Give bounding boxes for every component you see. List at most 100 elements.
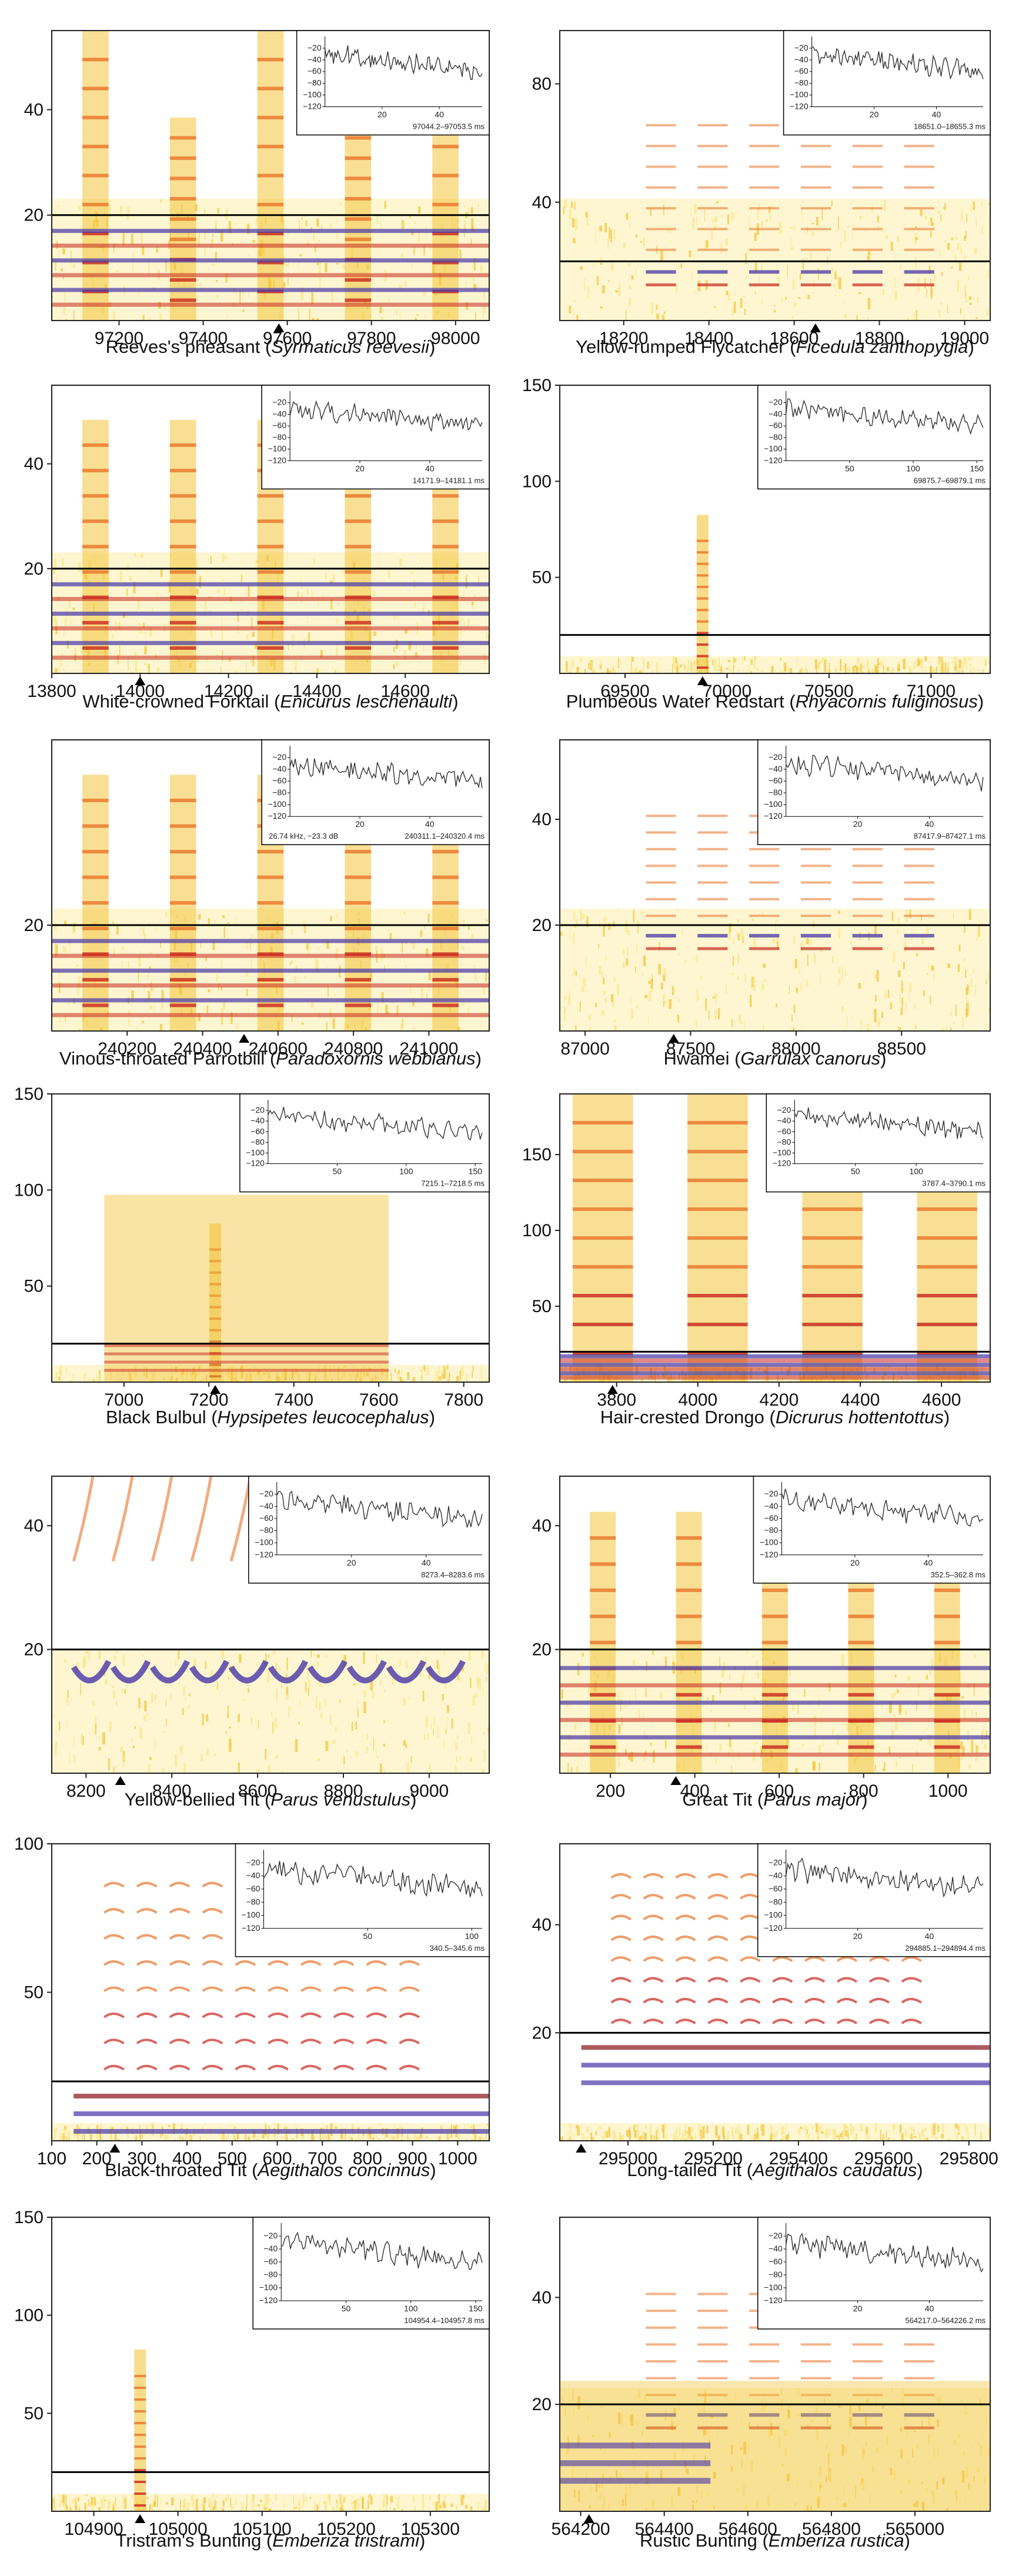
- x-tick-label: 98000: [431, 329, 480, 348]
- inset-x-tick-label: 20: [355, 819, 365, 829]
- spectrogram-image: [560, 1873, 990, 2141]
- inset-y-tick-label: −100: [764, 799, 783, 809]
- inset-y-tick-label: −80: [769, 1897, 783, 1906]
- inset-y-tick-label: −80: [259, 1526, 273, 1535]
- inset-spectrum-line: [786, 2233, 984, 2273]
- x-tick-label: 88500: [877, 1039, 926, 1059]
- inset-x-tick-label: 100: [399, 1167, 413, 1176]
- spectrogram-image: [52, 1881, 489, 2141]
- inset-x-tick-label: 20: [853, 819, 863, 829]
- inset-x-tick-label: 100: [910, 1167, 924, 1176]
- inset-y-tick-label: −40: [272, 764, 286, 773]
- x-tick-label: 295000: [599, 2149, 657, 2168]
- inset-y-tick-label: −20: [308, 43, 322, 52]
- y-tick-label: 50: [532, 1297, 552, 1316]
- inset-x-tick-label: 150: [970, 463, 984, 473]
- inset-y-tick-label: −40: [769, 1871, 783, 1880]
- x-tick-label: 564200: [551, 2520, 610, 2539]
- x-tick-label: 200: [82, 2149, 112, 2168]
- inset-frame: [757, 385, 991, 490]
- y-tick-label: 150: [14, 2208, 44, 2227]
- inset-spectrum-line: [794, 1107, 984, 1139]
- spectrogram-image: [52, 2350, 489, 2511]
- inset-frame: [757, 739, 991, 845]
- x-tick-label: 87000: [560, 1039, 609, 1059]
- inset-y-tick-label: −40: [769, 764, 783, 773]
- inset-y-tick-label: −80: [250, 1137, 265, 1146]
- inset-y-tick-label: −80: [777, 1137, 791, 1146]
- inset-frame: [757, 2217, 991, 2330]
- inset-y-tick-label: −60: [769, 776, 783, 785]
- inset-y-tick-label: −40: [259, 1501, 273, 1510]
- inset-x-tick-label: 50: [333, 1167, 342, 1176]
- inset-y-tick-label: −120: [764, 2295, 783, 2305]
- inset-spectrum-line: [289, 400, 483, 432]
- inset-frame: [252, 2217, 490, 2330]
- x-tick-label: 18200: [599, 329, 648, 348]
- inset-y-tick-label: −60: [769, 1884, 783, 1893]
- panel-caption: Yellow-rumped Flycatcher (Ficedula zanth…: [576, 336, 974, 357]
- inset-y-tick-label: −120: [255, 1550, 273, 1559]
- inset-y-tick-label: −80: [246, 1897, 260, 1906]
- inset-y-tick-label: −40: [769, 2244, 783, 2253]
- inset-y-tick-label: −20: [272, 752, 286, 762]
- x-tick-label: 295200: [684, 2149, 743, 2168]
- x-tick-label: 105100: [233, 2520, 292, 2539]
- y-tick-label: 100: [522, 472, 552, 491]
- y-tick-label: 20: [24, 206, 44, 225]
- inset-spectrum-line: [811, 46, 984, 80]
- inset-x-tick-label: 20: [347, 1558, 356, 1567]
- inset-spectrum-line: [280, 2231, 483, 2270]
- inset-y-tick-label: −40: [769, 409, 783, 418]
- inset-y-tick-label: −20: [259, 1489, 273, 1499]
- x-tick-label: 100: [37, 2149, 66, 2168]
- y-tick-label: 40: [532, 810, 552, 829]
- y-tick-label: 40: [532, 1916, 552, 1935]
- x-tick-label: 105300: [401, 2520, 460, 2539]
- inset-x-tick-label: 40: [924, 1558, 933, 1567]
- spectrogram-image: [52, 1194, 489, 1382]
- inset-spectrum: −20 −40 −60 −80 −100 −120 50 100 150 69875.7–6987…: [757, 385, 991, 490]
- time-marker: [576, 2144, 587, 2153]
- inset-time-range: 564217.0–564226.2 ms: [905, 2316, 985, 2325]
- inset-y-tick-label: −100: [790, 90, 808, 99]
- x-tick-label: 241000: [399, 1039, 458, 1059]
- spectrogram-image: [560, 515, 990, 673]
- x-tick-label: 104900: [64, 2520, 123, 2539]
- x-tick-label: 8200: [66, 1781, 106, 1801]
- y-tick-label: 50: [532, 568, 552, 588]
- time-marker: [115, 1776, 126, 1785]
- inset-frame: [783, 30, 991, 136]
- x-tick-label: 7800: [444, 1390, 483, 1410]
- spectrogram-panel: 50 100 150 7000 7200 7400 7600 7800 Black Bulbul…: [14, 1085, 490, 1427]
- inset-y-tick-label: −120: [268, 455, 287, 465]
- inset-spectrum: −20 −40 −60 −80 −100 −120 50 100 340.5–345.6 ms: [235, 1843, 490, 1957]
- inset-time-range: 69875.7–69879.1 ms: [914, 476, 986, 485]
- inset-y-tick-label: −120: [246, 1159, 265, 1168]
- inset-y-tick-label: −120: [242, 1923, 260, 1933]
- x-tick-label: 1000: [438, 2149, 477, 2168]
- inset-time-range: 8273.4–8283.6 ms: [421, 1570, 485, 1579]
- inset-frame: [766, 1093, 991, 1193]
- panel-caption: Black Bulbul (Hypsipetes leucocephalus): [106, 1407, 435, 1427]
- x-tick-label: 7200: [189, 1390, 229, 1410]
- inset-x-tick-label: 40: [425, 819, 435, 829]
- inset-x-tick-label: 40: [925, 2304, 934, 2313]
- x-tick-label: 8800: [324, 1781, 363, 1801]
- inset-y-tick-label: −20: [250, 1105, 265, 1115]
- spectrogram-panel: 50 100 150 104900 105000 105100 105200 105300Tr…: [14, 2208, 490, 2551]
- time-marker: [607, 1385, 618, 1394]
- y-tick-label: 50: [24, 2404, 44, 2423]
- inset-y-tick-label: −40: [764, 1501, 779, 1510]
- x-tick-label: 295800: [940, 2149, 998, 2168]
- inset-y-tick-label: −80: [769, 2270, 783, 2279]
- inset-spectrum: −20−40−60−80 −100 −120 50 100 150 7215.1–7218.…: [239, 1093, 490, 1193]
- x-tick-label: 4000: [678, 1390, 717, 1410]
- x-tick-label: 8600: [238, 1781, 278, 1801]
- inset-x-tick-label: 50: [851, 1167, 860, 1176]
- inset-spectrum: −20 −40 −60 −80 −100 −120 20 40 352.5–362.8 ms: [753, 1476, 991, 1584]
- inset-y-tick-label: −120: [790, 101, 808, 111]
- inset-spectrum-line: [268, 1107, 483, 1141]
